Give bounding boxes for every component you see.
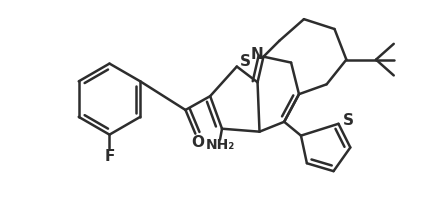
- Text: O: O: [191, 135, 204, 150]
- Text: S: S: [343, 113, 354, 128]
- Text: N: N: [250, 47, 263, 62]
- Text: F: F: [104, 149, 115, 164]
- Text: S: S: [240, 54, 251, 69]
- Text: NH₂: NH₂: [206, 138, 235, 153]
